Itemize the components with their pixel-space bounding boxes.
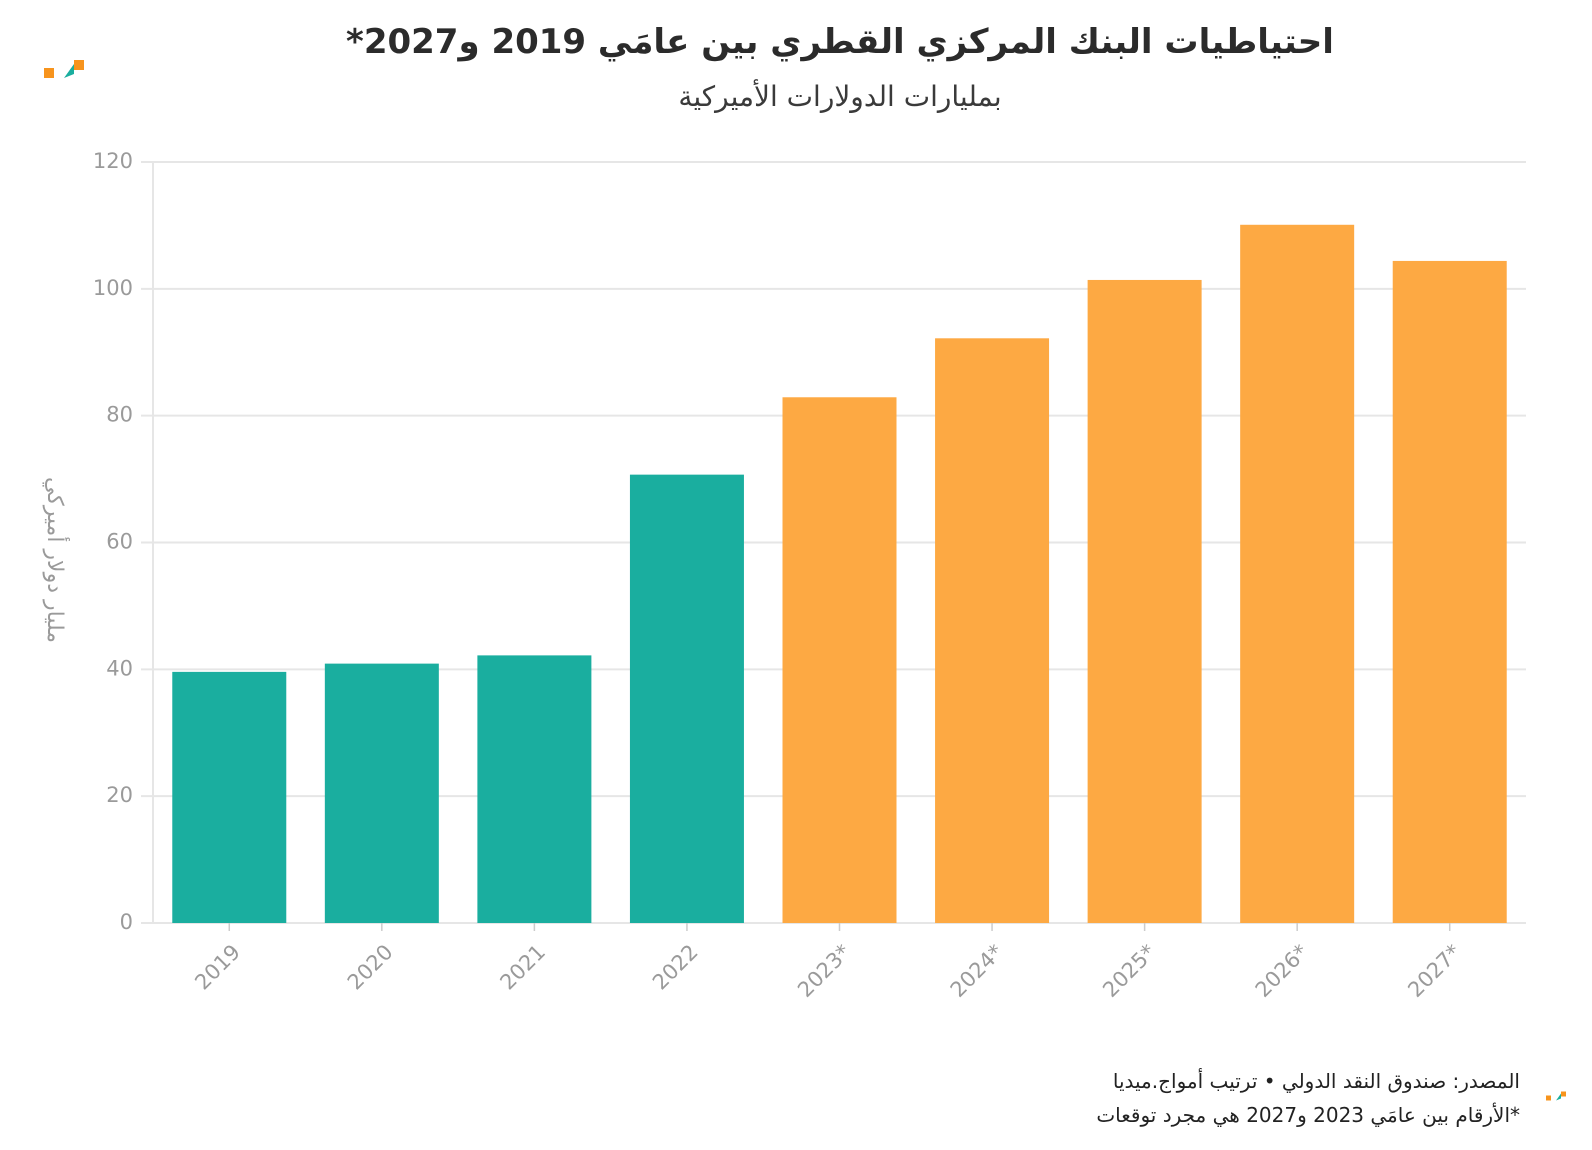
y-tick-label: 40 [106,656,133,680]
x-tick-label: 2019 [190,940,245,995]
y-tick-label: 20 [106,783,133,807]
x-tick-label: 2021 [495,940,550,995]
x-tick-label: 2027* [1403,940,1465,1002]
logo-small-icon [1546,1088,1566,1107]
x-tick-label: 2026* [1251,940,1313,1002]
chart-title: احتياطيات البنك المركزي القطري بين عامَي… [346,22,1334,62]
x-tick-label: 2022 [648,940,703,995]
x-tick-label: 2023* [793,940,855,1002]
x-tick-label: 2025* [1098,940,1160,1002]
bar-2019 [172,671,287,923]
y-tick-label: 100 [93,276,133,300]
bars [172,224,1507,924]
bar-2021 [477,655,592,923]
x-tick-label: 2024* [946,940,1008,1002]
bar-2020 [324,663,439,923]
chart-subtitle: بمليارات الدولارات الأميركية [678,80,1002,113]
y-axis-label: مليار دولار أميركي [30,410,78,710]
y-axis-label-text: مليار دولار أميركي [42,477,70,643]
bar-2022 [629,474,744,923]
y-tick-labels: 0 20 40 60 80 100 120 [93,149,133,934]
bar-2025 [1087,279,1202,924]
y-tick-label: 80 [106,403,133,427]
forecast-note: *الأرقام بين عامَي 2023 و2027 هي مجرد تو… [1096,1103,1520,1127]
source-note: المصدر: صندوق النقد الدولي • ترتيب أمواج… [1096,1064,1520,1132]
bar-2026 [1240,224,1355,924]
bar-2024 [935,338,1050,923]
x-tick-label: 2020 [343,940,398,995]
y-tick-label: 60 [106,530,133,554]
bar-2027 [1392,260,1507,923]
source-text: المصدر: صندوق النقد الدولي • ترتيب أمواج… [1112,1069,1520,1093]
y-tick-label: 120 [93,149,133,173]
x-tick-labels: 2019 2020 2021 2022 2023* 2024* 2025* 2026* 2027… [190,923,1466,1002]
bar-2023 [782,397,897,923]
y-tick-label: 0 [120,910,133,934]
logo-icon [44,60,84,86]
